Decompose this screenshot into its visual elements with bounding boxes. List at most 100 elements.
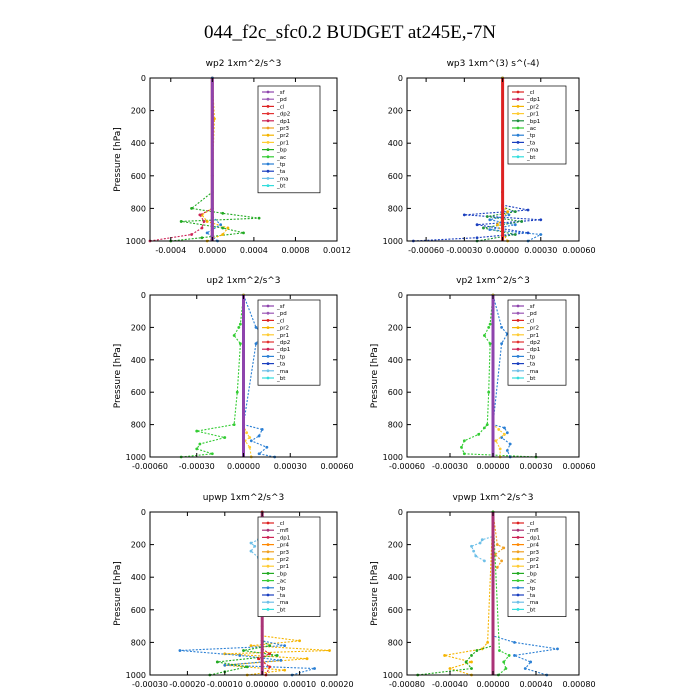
- y-tick-label: 600: [131, 172, 146, 181]
- data-point: [488, 218, 492, 222]
- legend-label: _tp: [526, 586, 536, 592]
- y-tick-label: 0: [398, 74, 403, 83]
- legend-marker: [266, 155, 270, 159]
- legend-marker: [516, 333, 520, 337]
- legend-marker: [266, 579, 270, 582]
- x-tick-label: -0.00060: [132, 462, 168, 471]
- legend-marker: [266, 126, 270, 130]
- legend-marker: [516, 369, 520, 373]
- data-point: [283, 668, 287, 672]
- y-axis-label: Pressure [hPa]: [113, 561, 123, 626]
- legend-marker: [516, 376, 520, 380]
- x-tick-label: 0.00000: [476, 680, 509, 689]
- legend-marker: [516, 550, 520, 554]
- legend-marker: [266, 536, 270, 539]
- data-point: [503, 426, 506, 430]
- data-point: [500, 342, 503, 345]
- legend-label: _pr1: [526, 112, 539, 118]
- legend-label: _sf: [526, 304, 536, 310]
- legend-marker: [516, 340, 520, 344]
- data-point: [238, 342, 242, 345]
- legend-label: _ma: [526, 369, 538, 375]
- legend-label: _dp1: [526, 535, 540, 541]
- data-point: [257, 657, 260, 661]
- y-axis-label: Pressure [hPa]: [113, 344, 123, 409]
- x-tick-label: -0.00010: [207, 680, 243, 689]
- data-point: [265, 445, 269, 449]
- data-point: [483, 426, 486, 430]
- data-point: [556, 647, 559, 651]
- legend-label: _sf: [276, 90, 286, 96]
- legend-label: _mfl: [526, 528, 539, 534]
- data-point: [223, 436, 227, 439]
- y-axis-label: Pressure [hPa]: [370, 561, 380, 626]
- data-point: [313, 667, 316, 670]
- legend-label: _bt: [276, 607, 286, 613]
- legend-marker: [266, 543, 270, 546]
- plot-frame: [149, 77, 338, 242]
- data-point: [482, 226, 485, 230]
- legend-marker: [516, 105, 520, 108]
- legend-label: _ma: [526, 148, 538, 154]
- legend-marker: [516, 543, 520, 546]
- legend-marker: [266, 333, 270, 337]
- data-point: [480, 538, 484, 542]
- data-point: [221, 226, 225, 230]
- y-tick-label: 200: [388, 323, 403, 332]
- x-tick-label: -0.00030: [132, 680, 168, 689]
- data-point: [520, 220, 524, 223]
- data-point: [305, 657, 309, 661]
- legend-label: _pd: [526, 311, 537, 317]
- legend-label: _pr1: [276, 333, 289, 339]
- data-point: [253, 544, 257, 548]
- legend-label: _dp1: [276, 535, 290, 541]
- x-tick-label: 0.00000: [246, 680, 279, 689]
- legend-marker: [266, 600, 270, 604]
- y-tick-label: 1000: [126, 237, 146, 246]
- legend-marker: [266, 608, 270, 611]
- legend-marker: [516, 326, 520, 329]
- x-tick-label: 0.00060: [562, 246, 595, 255]
- data-point: [210, 452, 214, 456]
- y-tick-label: 200: [131, 107, 146, 116]
- data-point: [513, 223, 517, 227]
- legend-label: _pr2: [276, 557, 289, 563]
- series-line: [492, 295, 506, 457]
- y-tick-label: 1000: [383, 237, 403, 246]
- y-tick-label: 1000: [383, 453, 403, 462]
- series-line: [417, 512, 494, 676]
- data-point: [464, 660, 468, 664]
- legend-marker: [516, 133, 520, 137]
- legend-label: _mfl: [276, 528, 289, 534]
- subplot-3: up2 1xm^2/s^3 0 200 400 600 800 1000-0.00060 -0…: [113, 276, 354, 471]
- legend-label: _pr2: [276, 133, 289, 139]
- legend-label: _ta: [276, 169, 285, 175]
- legend-label: _cl: [276, 104, 285, 110]
- legend-label: _pr1: [276, 564, 289, 570]
- legend-marker: [516, 608, 520, 611]
- x-tick-label: -0.00030: [179, 462, 215, 471]
- y-tick-label: 800: [388, 421, 403, 430]
- data-point: [488, 322, 492, 326]
- legend-label: _ac: [276, 579, 286, 585]
- legend-marker: [266, 105, 270, 108]
- data-point: [223, 663, 227, 667]
- data-point: [275, 654, 279, 657]
- data-point: [478, 541, 482, 545]
- legend-marker: [516, 355, 520, 358]
- data-point: [249, 644, 253, 648]
- y-tick-label: 800: [388, 638, 403, 647]
- data-point: [462, 452, 466, 456]
- legend-label: _bt: [276, 184, 286, 190]
- legend-marker: [266, 112, 270, 115]
- legend-label: _pr2: [526, 326, 539, 332]
- series-line: [249, 511, 263, 559]
- y-axis-label: Pressure [hPa]: [370, 344, 380, 409]
- y-tick-label: 600: [388, 388, 403, 397]
- legend-label: _ma: [276, 176, 288, 182]
- legend-label: _ta: [526, 593, 535, 599]
- data-point: [205, 220, 209, 223]
- y-tick-label: 1000: [126, 453, 146, 462]
- data-point: [237, 326, 241, 329]
